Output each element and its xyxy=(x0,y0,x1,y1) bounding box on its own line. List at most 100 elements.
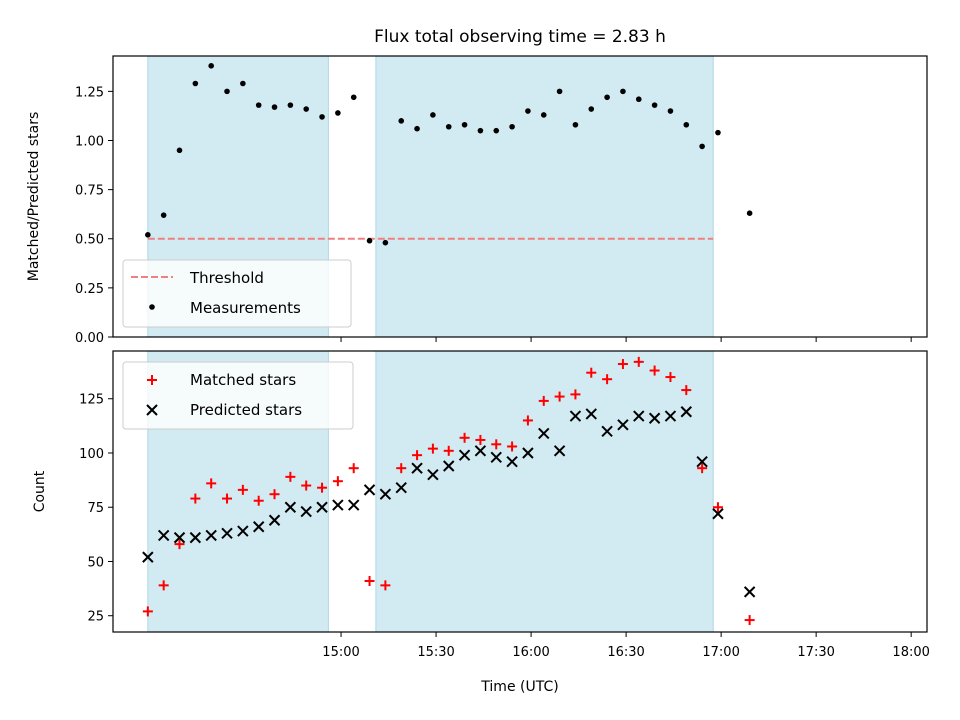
predicted-stars-point xyxy=(458,449,471,461)
y-tick-label: 0.25 xyxy=(75,282,104,297)
predicted-x-b xyxy=(443,460,455,472)
measurement-point xyxy=(683,121,690,128)
predicted-x-b xyxy=(316,501,328,513)
matched-stars-point xyxy=(649,365,660,376)
predicted-stars-point xyxy=(268,514,281,526)
predicted-x-b xyxy=(712,508,724,520)
x-tick-label: 15:30 xyxy=(417,645,454,660)
predicted-stars-point xyxy=(221,527,233,539)
measurement-point xyxy=(430,112,436,118)
matched-stars-point xyxy=(427,443,438,454)
matched-stars-point xyxy=(681,385,692,396)
predicted-stars-point xyxy=(142,551,154,563)
measurement-point xyxy=(651,102,658,108)
predicted-stars-point xyxy=(157,529,170,542)
predicted-stars-point xyxy=(363,484,376,496)
predicted-x-b xyxy=(189,531,202,544)
matched-stars-point xyxy=(253,495,264,506)
measurement-point xyxy=(635,96,642,103)
matched-stars-point xyxy=(744,615,755,626)
predicted-stars-point xyxy=(252,521,265,533)
measurement-point xyxy=(240,80,246,87)
measurement-point xyxy=(667,108,674,114)
measurement-point xyxy=(540,112,547,118)
matched-stars-point xyxy=(332,476,343,487)
predicted-x-b xyxy=(268,514,281,526)
predicted-stars-point xyxy=(427,468,439,481)
measurement-point xyxy=(572,121,579,128)
matched-stars-point xyxy=(380,580,391,591)
predicted-stars-point xyxy=(284,501,297,513)
measurement-point xyxy=(382,239,389,246)
measurement-point xyxy=(445,123,452,130)
predicted-x-b xyxy=(506,455,518,468)
predicted-x-b xyxy=(474,445,487,457)
matched-stars-point xyxy=(301,480,312,491)
predicted-x-b xyxy=(490,451,502,464)
predicted-x-b xyxy=(284,501,297,513)
matched-stars-point xyxy=(396,463,407,474)
predicted-stars-point xyxy=(553,445,566,457)
predicted-x-b xyxy=(142,551,154,563)
y-tick-label: 25 xyxy=(87,610,104,625)
x-axis-label: Time (UTC) xyxy=(480,679,558,695)
predicted-stars-point xyxy=(680,406,692,418)
x-tick-label: 15:00 xyxy=(322,645,359,660)
predicted-x-b xyxy=(680,406,692,418)
measurement-point xyxy=(366,237,373,244)
legend-predicted-swatch-b xyxy=(146,404,158,416)
predicted-stars-point xyxy=(237,525,249,537)
predicted-x-b xyxy=(585,408,597,420)
predicted-x-b xyxy=(633,410,645,422)
matched-stars-point xyxy=(158,580,169,591)
predicted-stars-point xyxy=(569,410,582,422)
predicted-stars-point xyxy=(522,447,534,459)
matched-stars-point xyxy=(522,415,533,426)
predicted-stars-point xyxy=(712,508,724,520)
legend: Matched stars Predicted stars xyxy=(122,361,354,430)
measurement-point xyxy=(192,80,199,87)
measurement-point xyxy=(556,88,563,95)
x-tick-label: 16:00 xyxy=(512,645,549,660)
y-tick-label: 0.75 xyxy=(75,184,104,199)
y-tick-label: 125 xyxy=(79,393,104,408)
axes-frame xyxy=(112,55,928,338)
predicted-stars-point xyxy=(316,501,328,513)
matched-stars-point xyxy=(507,441,518,452)
predicted-stars-point xyxy=(490,451,502,464)
predicted-x-b xyxy=(522,447,534,459)
measurement-point xyxy=(461,121,468,128)
predicted-stars-point xyxy=(474,445,487,457)
axes-frame xyxy=(112,350,928,633)
x-tick-label: 17:00 xyxy=(702,645,739,660)
y-tick-label: 75 xyxy=(87,501,104,516)
y-axis-label: Matched/Predicted stars xyxy=(26,112,42,282)
matched-stars-point xyxy=(222,493,233,504)
measurement-point xyxy=(160,212,167,218)
measurement-point xyxy=(620,88,626,95)
predicted-x-b xyxy=(569,410,582,422)
measurement-point xyxy=(319,114,325,120)
predicted-x-b xyxy=(538,427,550,440)
predicted-x-b xyxy=(601,425,613,437)
matched-stars-point xyxy=(269,489,280,500)
measurement-point xyxy=(335,110,341,116)
measurement-point xyxy=(509,123,515,130)
measurement-point xyxy=(255,102,262,108)
matched-stars-point xyxy=(617,359,628,370)
measurement-point xyxy=(145,232,151,238)
predicted-stars-point xyxy=(300,505,312,518)
matched-stars-point xyxy=(364,576,375,587)
legend-box xyxy=(122,259,352,328)
predicted-stars-point xyxy=(189,531,202,544)
predicted-x-b xyxy=(743,586,756,598)
predicted-x-b xyxy=(411,462,423,474)
predicted-x-b xyxy=(157,529,170,542)
predicted-x-b xyxy=(348,499,360,511)
x-tick-label: 16:30 xyxy=(607,645,644,660)
predicted-x-b xyxy=(617,419,629,431)
y-tick-label: 1.00 xyxy=(75,134,104,149)
measurement-point xyxy=(746,210,753,217)
predicted-stars-point xyxy=(696,455,708,468)
